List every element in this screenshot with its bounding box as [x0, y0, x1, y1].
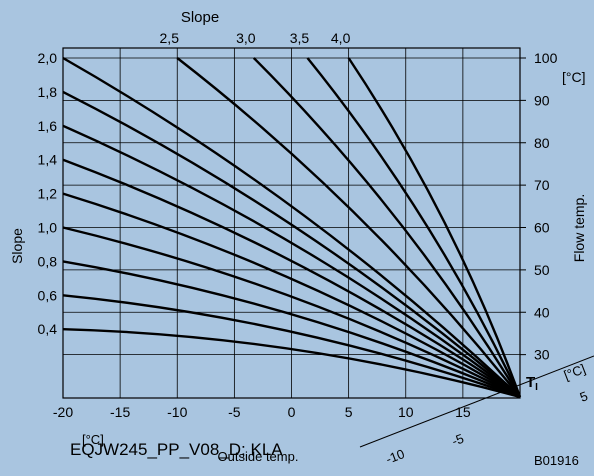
flow-temp-tick-label: 30: [534, 347, 550, 363]
top-slope-title: Slope: [181, 9, 219, 26]
plot-frame: [62, 47, 521, 399]
x-tick-label: 0: [288, 404, 296, 420]
heating-curve-line: [62, 56, 521, 398]
heating-curve-line: [252, 57, 522, 398]
heating-curve-line: [62, 192, 521, 399]
x-tick-label: 15: [455, 404, 471, 420]
grid-layer: [62, 48, 520, 398]
flow-temp-tick-label: 40: [534, 304, 550, 320]
flow-temp-tick-label: 80: [534, 135, 550, 151]
top-slope-tick-label: 4,0: [331, 30, 351, 46]
top-slope-tick-label: 2,5: [160, 30, 180, 46]
x-tick-label: 10: [398, 404, 414, 420]
heating-curve-line: [62, 90, 521, 398]
figure-code: B01916: [534, 453, 579, 468]
x-tick-label: -15: [110, 404, 130, 420]
heating-curve-line: [347, 57, 522, 398]
heating-curve-line: [62, 158, 521, 398]
flow-temp-tick-label: 90: [534, 92, 550, 108]
x-tick-label: -10: [167, 404, 187, 420]
heating-curve-line: [62, 226, 521, 399]
top-slope-tick-label: 3,5: [290, 30, 310, 46]
x-tick-label: -5: [228, 404, 241, 420]
left-slope-tick-label: 1,2: [38, 186, 58, 202]
left-slope-tick-label: 1,6: [38, 118, 58, 134]
flow-temp-tick-label: 100: [534, 50, 558, 66]
left-slope-tick-label: 0,4: [38, 321, 58, 337]
left-slope-tick-label: 1,4: [38, 152, 58, 168]
x-axis-unit: [°C]: [82, 432, 104, 447]
x-tick-label: -20: [53, 404, 73, 420]
left-slope-tick-label: 2,0: [38, 50, 58, 66]
left-slope-tick-label: 1,0: [38, 220, 58, 236]
heating-curve-line: [62, 260, 521, 399]
heating-curve-line: [176, 57, 521, 398]
flow-temp-tick-label: 70: [534, 177, 550, 193]
source-label: EQJW245_PP_V08_D; KLA: [70, 440, 283, 459]
left-slope-tick-label: 0,8: [38, 253, 58, 269]
room-temp-tick-label: -10: [384, 446, 407, 467]
room-temp-label-subscript: I: [535, 382, 538, 393]
top-slope-tick-label: 3,0: [236, 30, 256, 46]
heating-curve-line: [62, 294, 521, 399]
left-slope-tick-label: 0,6: [38, 287, 58, 303]
room-temp-unit: [°C]: [562, 361, 588, 383]
flow-temp-axis-title: Flow temp.: [571, 194, 587, 262]
x-tick-label: 5: [345, 404, 353, 420]
heating-curve-line: [306, 57, 522, 398]
room-temp-label: TI: [526, 374, 538, 393]
x-axis-title: Outside temp.: [218, 449, 299, 464]
room-temp-tick-label: -5: [450, 431, 466, 449]
heating-curve-line: [62, 124, 521, 398]
room-temp-tick-label: 5: [578, 388, 590, 405]
left-slope-axis-title: Slope: [9, 228, 25, 264]
series-layer: [62, 56, 522, 399]
label-layer: -20 -15 -10 -5 0 5 10 15 30 40 50 60 70 80 90 100 2,0 1,8…: [38, 30, 558, 420]
axis-layer: [62, 47, 526, 399]
flow-temp-unit: [°C]: [562, 69, 586, 85]
heating-curve-line: [62, 328, 521, 399]
flow-temp-tick-label: 60: [534, 220, 550, 236]
left-slope-tick-label: 1,8: [38, 84, 58, 100]
flow-temp-tick-label: 50: [534, 262, 550, 278]
